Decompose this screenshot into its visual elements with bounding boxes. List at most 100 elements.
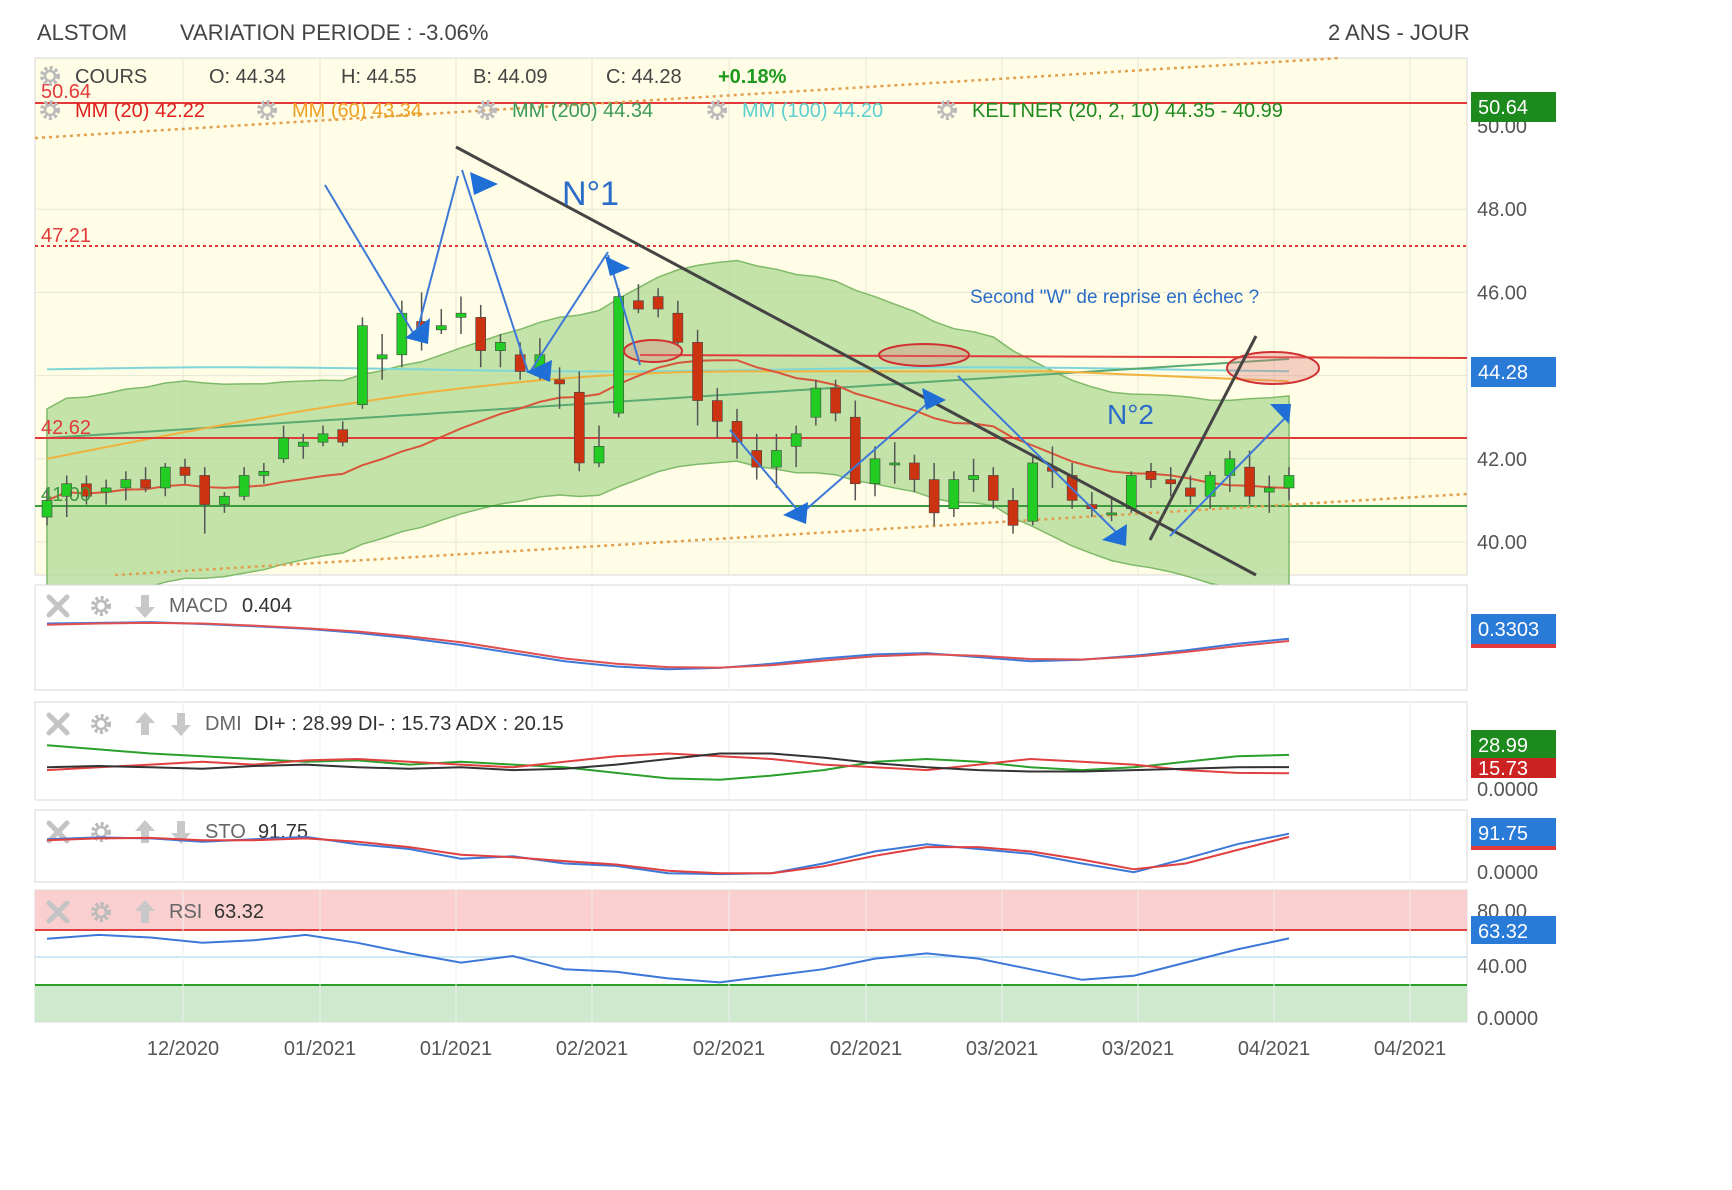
candle-body	[573, 391, 585, 464]
legend-keltner: KELTNER (20, 2, 10) 44.35 - 40.99	[972, 100, 1283, 122]
dmi-plus-line	[46, 744, 1290, 781]
candle-body	[258, 470, 270, 476]
candle-body	[199, 475, 211, 505]
badge-top-price	[1471, 92, 1556, 122]
candle-body	[751, 450, 763, 468]
rsi-40-tick: 40.00	[1477, 956, 1527, 978]
sto-label: STO	[205, 821, 246, 843]
price-tick: 48.00	[1477, 199, 1527, 221]
dmi-value: DI+ : 28.99 DI- : 15.73 ADX : 20.15	[254, 713, 564, 735]
candle-body	[81, 483, 92, 497]
x-tick: 03/2021	[966, 1038, 1038, 1060]
candle-body	[771, 450, 782, 468]
legend-low: B: 44.09	[473, 66, 548, 88]
candle-body	[554, 379, 565, 385]
candle-body	[61, 483, 73, 497]
candle-body	[317, 433, 329, 443]
candle-body	[909, 462, 920, 480]
adx-line	[46, 752, 1290, 773]
badge-macd	[1471, 614, 1556, 644]
candle-body	[869, 458, 881, 485]
rsi-overbought-zone	[35, 890, 1467, 930]
rsi-0-tick: 0.0000	[1477, 1008, 1538, 1030]
candle-body	[830, 387, 841, 414]
period-variation: VARIATION PERIODE : -3.06%	[180, 20, 489, 45]
candle-body	[495, 342, 506, 351]
candle-body	[238, 475, 250, 497]
candle-body	[1145, 470, 1157, 480]
candle-body	[672, 312, 684, 343]
mm100-line	[46, 366, 1290, 373]
candle-body	[1165, 479, 1177, 485]
macd-panel	[34, 584, 1468, 691]
badge-macd-text: 0.3303	[1478, 619, 1539, 641]
candle-body	[41, 500, 53, 518]
badge-dmi-plus	[1471, 730, 1556, 758]
badge-top-price-text: 50.64	[1478, 97, 1528, 119]
legend-mm100: MM (100) 44.20	[742, 100, 883, 122]
legend-open: O: 44.34	[209, 66, 286, 88]
badge-last-price-text: 44.28	[1478, 362, 1528, 384]
resistance-ellipse-2	[878, 343, 970, 367]
breakout-line	[1148, 335, 1258, 541]
candle-body	[1027, 462, 1039, 522]
candle-body	[297, 441, 309, 447]
candle-body	[889, 462, 901, 466]
mm20-line	[46, 359, 1290, 502]
candle-body	[278, 437, 289, 460]
candle-body	[376, 354, 388, 360]
candle-body	[140, 479, 151, 489]
candle-body	[711, 400, 723, 422]
candle-body	[1185, 487, 1196, 497]
candle-body	[475, 317, 487, 351]
x-tick: 02/2021	[830, 1038, 902, 1060]
level-label-4721: 47.21	[41, 225, 91, 247]
badge-rsi-text: 63.32	[1478, 921, 1528, 943]
x-tick: 12/2020	[147, 1038, 219, 1060]
badge-macd-signal	[1471, 644, 1556, 648]
dmi-minus-line	[46, 752, 1290, 775]
candle-body	[100, 487, 112, 493]
legend-close: C: 44.28	[606, 66, 682, 88]
candle-body	[1244, 466, 1255, 497]
annotation-n1: N°1	[562, 175, 619, 213]
rsi-oversold-zone	[35, 985, 1467, 1022]
badge-rsi	[1471, 916, 1556, 944]
candle-body	[968, 475, 979, 480]
x-tick: 02/2021	[693, 1038, 765, 1060]
candle-body	[849, 416, 861, 485]
macd-signal-line	[46, 621, 1290, 669]
x-tick: 04/2021	[1238, 1038, 1310, 1060]
candle-body	[1263, 487, 1275, 493]
candle-body	[1125, 475, 1137, 510]
annotation-n2: N°2	[1107, 399, 1154, 430]
badge-sto-text: 91.75	[1478, 823, 1528, 845]
badge-dmi-plus-text: 28.99	[1478, 735, 1528, 757]
resistance-ellipse-3	[1226, 351, 1320, 385]
x-tick: 03/2021	[1102, 1038, 1174, 1060]
candle-body	[593, 446, 605, 464]
x-tick: 01/2021	[420, 1038, 492, 1060]
w-pattern-2	[729, 375, 1288, 537]
channel-bottom	[114, 492, 1468, 577]
candle-body	[810, 387, 822, 418]
badge-last-price	[1471, 357, 1556, 387]
price-tick: 40.00	[1477, 532, 1527, 554]
period-selector[interactable]: 2 ANS - JOUR	[1328, 20, 1470, 45]
candle-body	[357, 325, 368, 406]
legend-high: H: 44.55	[341, 66, 417, 88]
legend-mm200: MM (200) 44.34	[512, 100, 653, 122]
candle-body	[455, 312, 467, 318]
rsi-label: RSI	[169, 901, 202, 923]
candle-body	[159, 466, 171, 489]
candle-body	[948, 479, 960, 510]
candle-body	[1283, 475, 1295, 489]
x-tick: 01/2021	[284, 1038, 356, 1060]
badge-sto-signal	[1471, 846, 1556, 850]
candle-body	[692, 342, 703, 401]
candle-body	[613, 296, 625, 414]
legend-mm20: MM (20) 42.22	[75, 100, 205, 122]
arrowheads	[405, 172, 1291, 546]
sto-zero-tick: 0.0000	[1477, 862, 1538, 884]
